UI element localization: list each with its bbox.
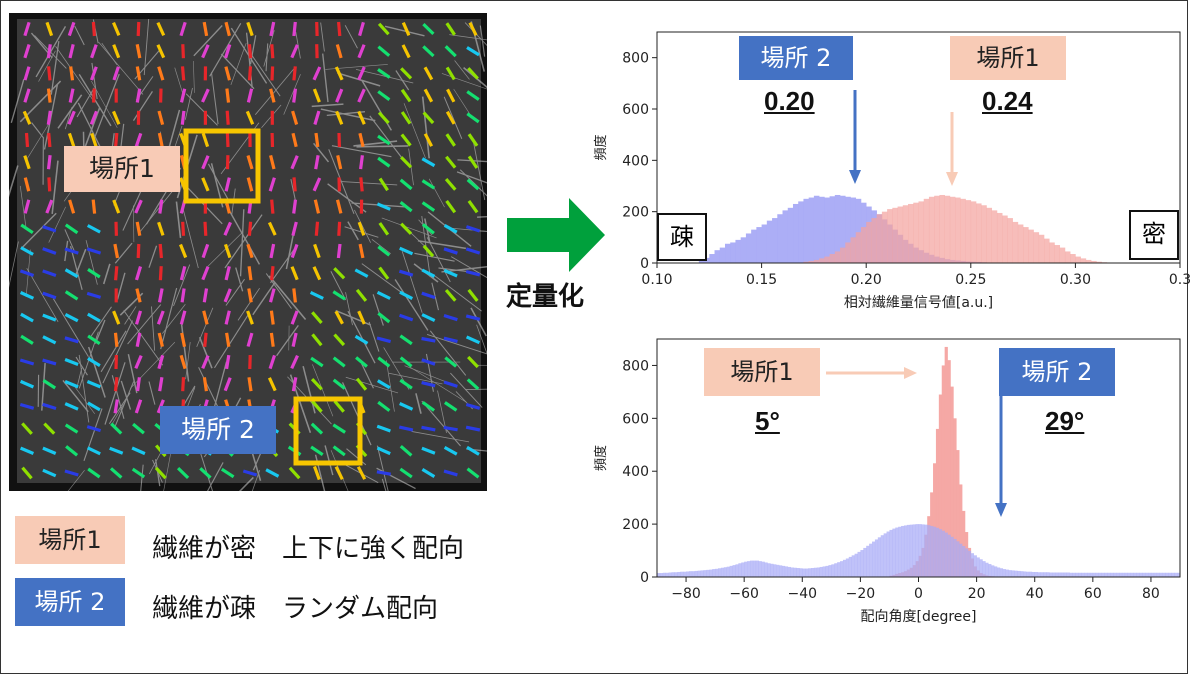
green-arrow-icon xyxy=(507,198,605,272)
hist1-place2-value: 0.20 xyxy=(764,86,815,116)
dense-corner-label: 密 xyxy=(1129,210,1179,260)
hist2-place2-value: 29° xyxy=(1045,406,1085,436)
place1-roi-box xyxy=(183,128,261,204)
hist2-place2-label: 場所 2 xyxy=(999,348,1115,396)
legend-place2-swatch: 場所 2 xyxy=(15,578,125,626)
hist2-place1-value: 5° xyxy=(755,406,780,436)
legend-place2-desc: 繊維が疎 ランダム配向 xyxy=(152,594,439,624)
hist1-place2-label: 場所 2 xyxy=(739,36,853,80)
hist2-place1-label: 場所1 xyxy=(704,348,820,396)
hist1-place1-value: 0.24 xyxy=(982,86,1033,116)
micro-place1-label: 場所1 xyxy=(64,146,180,192)
legend-place1-desc: 繊維が密 上下に強く配向 xyxy=(152,534,465,564)
sparse-corner-label: 疎 xyxy=(657,213,707,261)
micro-place2-label: 場所 2 xyxy=(160,406,276,454)
hist1-place1-label: 場所1 xyxy=(950,36,1066,80)
place2-roi-box xyxy=(293,396,363,466)
quantify-label: 定量化 xyxy=(506,282,585,312)
legend-place1-swatch: 場所1 xyxy=(15,516,125,564)
orientation-vectors xyxy=(19,21,481,481)
